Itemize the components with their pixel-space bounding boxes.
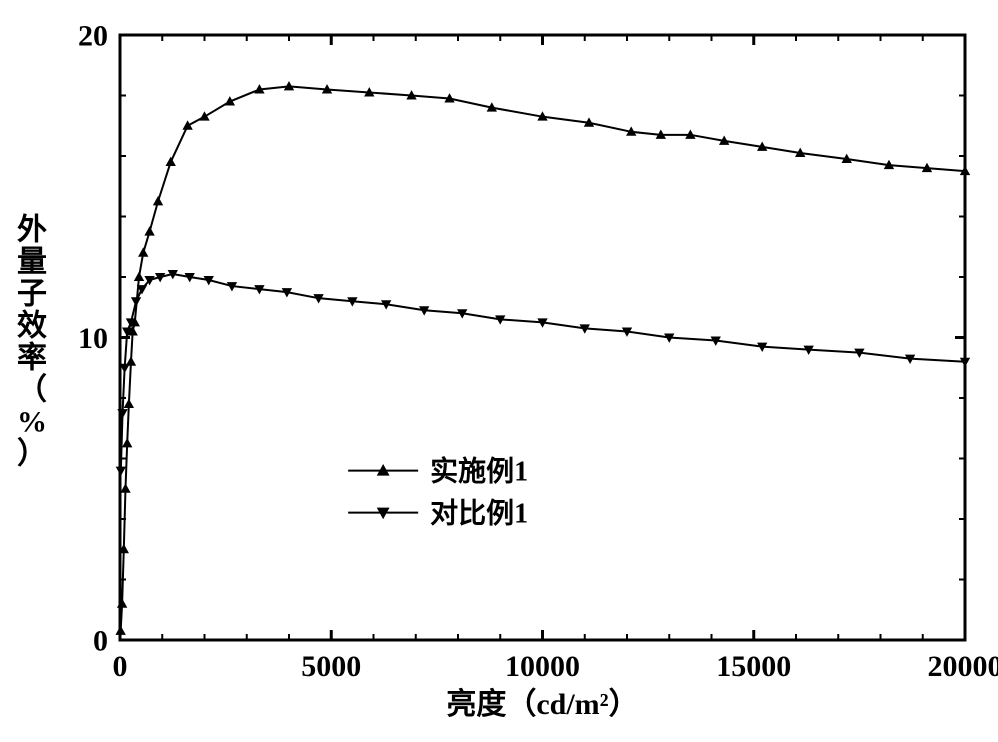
chart-container: 0 5000 10000 15000 20000 亮度（cd/m²） 0 10 20 外量子效率（… (0, 0, 998, 742)
x-tick-label: 5000 (301, 650, 361, 683)
y-tick-label: 0 (93, 625, 108, 658)
legend-label: 实施例1 (430, 454, 528, 487)
x-axis-label: 亮度（cd/m²） (446, 687, 638, 721)
x-tick-label: 15000 (716, 650, 791, 683)
y-tick-label: 10 (78, 322, 108, 355)
line-chart: 0 5000 10000 15000 20000 亮度（cd/m²） 0 10 20 外量子效率（… (0, 0, 998, 742)
x-tick-label: 10000 (505, 650, 580, 683)
y-axis-label: 外量子效率（%） (17, 214, 47, 471)
y-tick-label: 20 (78, 20, 108, 53)
legend-label: 对比例1 (430, 497, 528, 529)
x-tick-label: 20000 (928, 650, 998, 683)
x-tick-label: 0 (113, 650, 128, 683)
